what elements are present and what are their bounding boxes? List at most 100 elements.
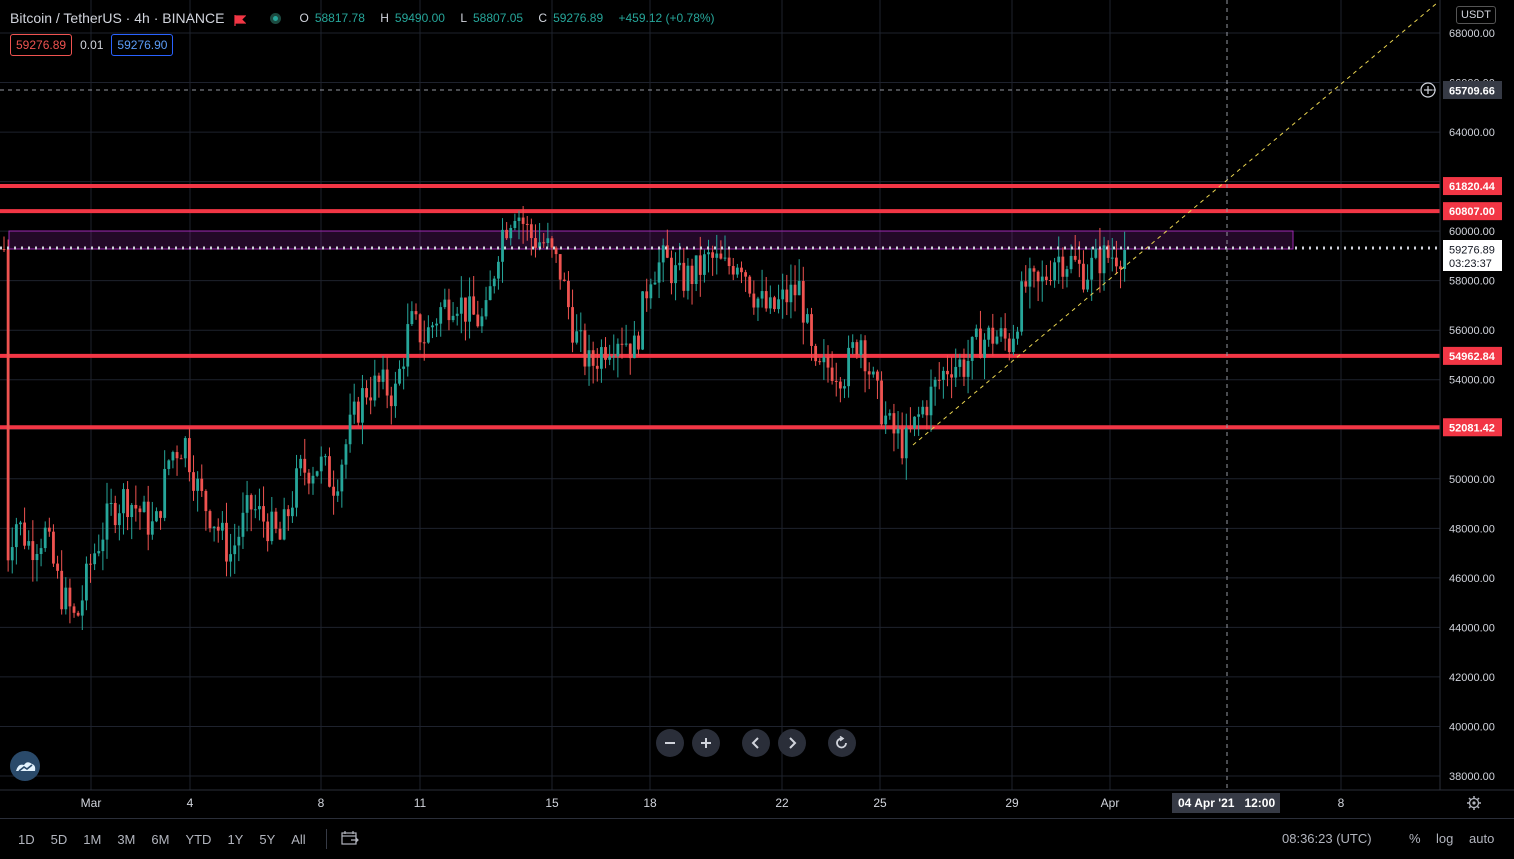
candle-body: [410, 311, 414, 325]
price-axis[interactable]: 68000.0066000.0064000.0062000.0060000.00…: [1449, 28, 1495, 783]
percent-scale-toggle[interactable]: %: [1409, 831, 1421, 846]
open-value: 58817.78: [314, 11, 365, 25]
price-tick-label: 50000.00: [1449, 474, 1495, 486]
settings-gear-icon[interactable]: [1467, 796, 1481, 810]
flag-icon[interactable]: [234, 13, 247, 26]
candle-body: [678, 262, 682, 266]
candle-body: [612, 356, 616, 358]
candle-body: [913, 416, 916, 429]
close-value: 59276.89: [553, 11, 604, 25]
range-6m[interactable]: 6M: [151, 831, 170, 847]
candle-body: [64, 587, 68, 610]
candle-body: [179, 458, 183, 460]
range-5d[interactable]: 5D: [50, 831, 68, 847]
candle-body: [995, 336, 999, 344]
candle-body: [727, 257, 731, 267]
level-label: 52081.42: [1449, 422, 1495, 434]
scroll-left-button[interactable]: [742, 729, 770, 757]
candle-body: [472, 296, 476, 315]
candle-body: [562, 279, 566, 281]
candle-body: [970, 336, 974, 361]
level-label-bg: [1443, 177, 1502, 196]
price-tick-label: 38000.00: [1449, 771, 1495, 783]
range-1m[interactable]: 1M: [83, 831, 102, 847]
candle-body: [1102, 245, 1106, 274]
trend-line[interactable]: [912, 2, 1438, 446]
go-to-date-icon[interactable]: [341, 830, 359, 849]
range-1d[interactable]: 1D: [18, 831, 35, 847]
range-all[interactable]: All: [291, 831, 306, 847]
zoom-out-button[interactable]: [656, 729, 684, 757]
level-lines[interactable]: [0, 184, 1440, 430]
candle-body: [797, 281, 801, 296]
candle-body: [579, 330, 583, 332]
candle-body: [1028, 268, 1032, 287]
buy-button[interactable]: 59276.90: [111, 34, 174, 56]
candle-body: [295, 468, 298, 508]
tradingview-logo-icon[interactable]: [10, 751, 40, 781]
symbol-title[interactable]: Bitcoin / TetherUS · 4h · BINANCE: [10, 10, 225, 26]
candle-body: [468, 296, 471, 322]
scroll-right-button[interactable]: [778, 729, 806, 757]
candle-body: [616, 343, 620, 357]
candle-body: [983, 339, 986, 358]
price-tick-label: 58000.00: [1449, 276, 1495, 288]
price-chart[interactable]: 68000.0066000.0064000.0062000.0060000.00…: [0, 0, 1514, 818]
candle-body: [52, 531, 55, 564]
zoom-in-button[interactable]: [692, 729, 720, 757]
candle-body: [451, 315, 455, 321]
candle-body: [356, 401, 360, 423]
sell-button[interactable]: 59276.89: [10, 34, 73, 56]
candle-body: [1040, 276, 1044, 282]
candle-body: [484, 300, 488, 317]
utc-clock[interactable]: 08:36:23 (UTC): [1282, 831, 1372, 846]
candle-body: [163, 468, 167, 518]
crosshair-add-icon[interactable]: [1420, 82, 1436, 98]
candle-body: [752, 293, 756, 308]
quantity-field[interactable]: 0.01: [80, 38, 104, 52]
candle-body: [455, 313, 459, 316]
log-scale-toggle[interactable]: log: [1436, 831, 1454, 846]
chart-grid: [0, 0, 1440, 790]
candle-body: [1086, 279, 1089, 290]
candle-body: [315, 471, 319, 476]
candle-body: [447, 299, 451, 321]
candle-body: [352, 401, 356, 415]
candle-body: [377, 375, 381, 382]
candle-body: [488, 286, 492, 301]
reset-chart-button[interactable]: [828, 729, 856, 757]
candle-body: [27, 541, 31, 546]
low-value: 58807.05: [473, 11, 524, 25]
candle-body: [220, 522, 224, 531]
candle-body: [785, 289, 789, 303]
candle-body: [1123, 250, 1127, 269]
range-1y[interactable]: 1Y: [227, 831, 244, 847]
auto-scale-toggle[interactable]: auto: [1469, 831, 1495, 846]
price-tick-label: 60000.00: [1449, 226, 1495, 238]
candle-body: [649, 284, 653, 299]
price-tick-label: 48000.00: [1449, 523, 1495, 535]
candle-body: [661, 245, 665, 263]
last-price-label: 59276.89 03:23:37: [1443, 240, 1502, 271]
level-label-bg: [1443, 346, 1502, 365]
candle-body: [1016, 331, 1019, 339]
price-tick-label: 56000.00: [1449, 325, 1495, 337]
ohlc-values: O 58817.78 H 59490.00 L 58807.05 C 59276.89 …: [299, 11, 715, 25]
candle-body: [863, 340, 867, 372]
candle-body: [876, 371, 879, 381]
candle-body: [1090, 257, 1094, 280]
time-axis[interactable]: Mar 4 8 11 15 18 22 25 29 Apr 8: [81, 796, 1345, 810]
candle-body: [138, 508, 142, 513]
candle-body: [501, 229, 504, 262]
candle-body: [715, 253, 719, 258]
candle-body: [369, 397, 373, 401]
candle-body: [418, 314, 422, 343]
time-tick-label: Mar: [81, 796, 102, 810]
range-3m[interactable]: 3M: [117, 831, 136, 847]
high-value: 59490.00: [394, 11, 445, 25]
level-label: 60807.00: [1449, 206, 1495, 218]
range-5y[interactable]: 5Y: [259, 831, 276, 847]
candle-body: [896, 428, 900, 434]
currency-button[interactable]: USDT: [1456, 6, 1496, 24]
range-ytd[interactable]: YTD: [185, 831, 212, 847]
